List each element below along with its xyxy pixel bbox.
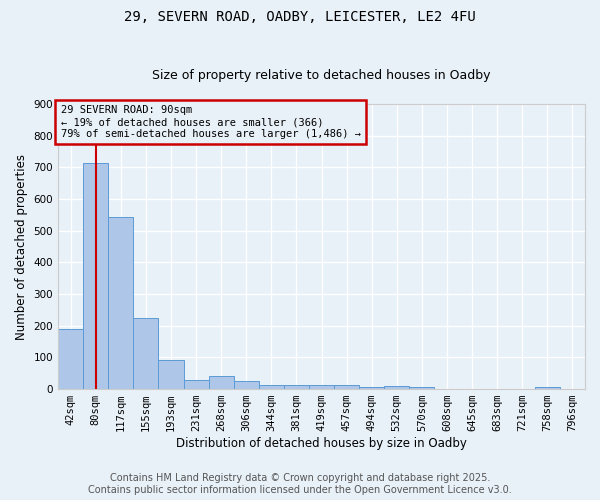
Bar [284, 385, 309, 389]
Title: Size of property relative to detached houses in Oadby: Size of property relative to detached ho… [152, 69, 491, 82]
Bar [259, 385, 284, 389]
Bar [334, 386, 359, 389]
Bar [158, 360, 184, 389]
Bar [133, 318, 158, 389]
Bar [309, 386, 334, 389]
Bar [233, 381, 259, 389]
Bar [58, 329, 83, 389]
Bar [409, 387, 434, 389]
Text: 29, SEVERN ROAD, OADBY, LEICESTER, LE2 4FU: 29, SEVERN ROAD, OADBY, LEICESTER, LE2 4… [124, 10, 476, 24]
Text: Contains HM Land Registry data © Crown copyright and database right 2025.
Contai: Contains HM Land Registry data © Crown c… [88, 474, 512, 495]
Bar [384, 386, 409, 389]
Bar [108, 217, 133, 389]
Bar [83, 162, 108, 389]
Y-axis label: Number of detached properties: Number of detached properties [15, 154, 28, 340]
Bar [184, 380, 209, 389]
Text: 29 SEVERN ROAD: 90sqm
← 19% of detached houses are smaller (366)
79% of semi-det: 29 SEVERN ROAD: 90sqm ← 19% of detached … [61, 106, 361, 138]
Bar [535, 387, 560, 389]
Bar [359, 386, 384, 389]
X-axis label: Distribution of detached houses by size in Oadby: Distribution of detached houses by size … [176, 437, 467, 450]
Bar [209, 376, 233, 389]
